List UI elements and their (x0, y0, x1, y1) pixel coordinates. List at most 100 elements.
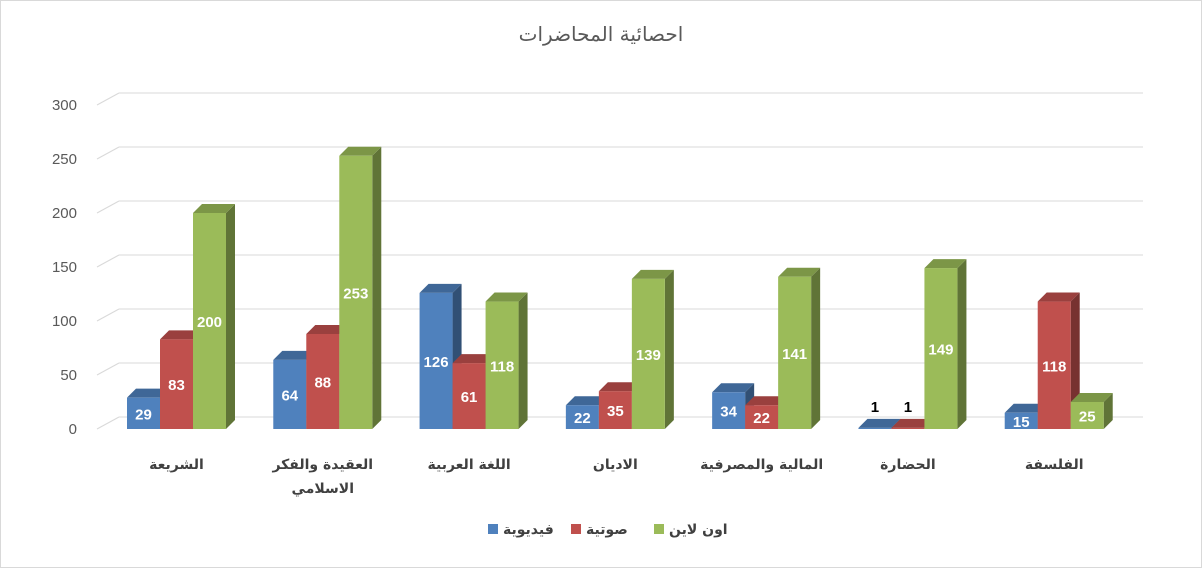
legend-item: فيديوية (488, 522, 554, 538)
data-label: 141 (782, 346, 807, 363)
data-label: 1 (904, 399, 912, 416)
data-label: 25 (1079, 409, 1096, 426)
data-label: 64 (281, 387, 298, 404)
bar-top (1004, 403, 1047, 413)
legend-label: صوتية (586, 522, 628, 538)
legend: فيديوية صوتية اون لاين (488, 522, 728, 538)
bar (193, 204, 235, 429)
gridline-diag (96, 92, 120, 106)
bar-top (339, 146, 382, 156)
bar-top (419, 283, 462, 293)
data-label: 139 (636, 347, 661, 364)
bar-top (924, 259, 967, 269)
bar-side (957, 259, 967, 429)
legend-label: فيديوية (503, 522, 554, 538)
bar-top (858, 418, 901, 428)
bar-top (565, 396, 608, 406)
bar-front (858, 427, 892, 429)
bar (924, 259, 967, 429)
category-label: الحضارة (880, 457, 936, 473)
bar-front (419, 292, 453, 429)
data-label: 88 (314, 374, 331, 391)
data-label: 149 (928, 342, 953, 359)
y-tick-label: 250 (52, 151, 77, 168)
data-label: 253 (343, 285, 368, 302)
bar-front (193, 213, 226, 429)
bar (339, 146, 382, 429)
bar-front (485, 301, 519, 429)
data-label: 35 (607, 403, 624, 420)
bar-front (745, 405, 779, 429)
bar-side (1070, 292, 1080, 429)
data-label: 22 (753, 410, 770, 427)
category-label: الفلسفة (1025, 457, 1084, 473)
bar-top (160, 330, 202, 340)
bar-top (273, 350, 316, 360)
bar-front (127, 397, 160, 429)
bar-side (1103, 393, 1113, 429)
bar-front (631, 278, 665, 429)
bar (485, 292, 528, 429)
bar (631, 269, 674, 429)
y-tick-label: 300 (52, 97, 77, 114)
bar-side (664, 269, 674, 429)
data-label: 15 (1013, 414, 1030, 431)
legend-swatch (488, 524, 498, 534)
data-label: 126 (424, 354, 449, 371)
gridline-diag (96, 146, 120, 160)
bar-top (452, 354, 495, 364)
bar-top (712, 383, 755, 393)
y-tick-label: 0 (69, 421, 77, 438)
category-label: الشريعة (149, 457, 204, 473)
bar-side (811, 267, 821, 429)
category-label: اللغة العربية (427, 457, 510, 473)
bar-front (452, 363, 486, 429)
bar-side (372, 146, 382, 429)
bar-top (485, 292, 528, 302)
data-label: 200 (197, 314, 222, 331)
bar-side (226, 204, 235, 429)
bar-front (891, 427, 925, 429)
category-label: الاديان (593, 457, 638, 473)
bar-top (745, 396, 788, 406)
bar-top (1070, 393, 1113, 402)
data-label: 29 (135, 406, 152, 423)
bar-front (306, 333, 340, 429)
data-label: 22 (574, 410, 591, 427)
y-tick-label: 150 (52, 259, 77, 276)
data-label: 1 (871, 399, 879, 416)
gridline-diag (96, 416, 120, 430)
bar-top (1037, 292, 1080, 302)
legend-item: صوتية (571, 522, 628, 538)
bar-front (924, 268, 958, 429)
bar-front (565, 405, 599, 429)
category-label: العقيدة والفكر الاسلامي (271, 457, 373, 497)
bar-top (778, 267, 821, 277)
legend-swatch (654, 524, 664, 534)
labels-layer: 0 50 100 150 200 250 300 29 83 200 الشريعة 64 88 253 ا… (52, 97, 1096, 497)
legend-label: اون لاين (669, 522, 728, 538)
category-label: المالية والمصرفية (700, 457, 823, 473)
data-label: 83 (168, 377, 185, 394)
bar-top (891, 418, 934, 428)
gridline-diag (96, 200, 120, 214)
bar-front (1037, 301, 1071, 429)
bar-top (306, 324, 349, 334)
bar-front (339, 155, 373, 429)
gridline-diag (96, 308, 120, 322)
bar-front (712, 392, 746, 429)
bar (1070, 393, 1113, 429)
bar-top (631, 269, 674, 279)
data-label: 118 (490, 358, 514, 375)
bar-side (518, 292, 528, 429)
bar-front (778, 276, 812, 429)
gridline-diag (96, 254, 120, 268)
y-tick-label: 50 (60, 367, 77, 384)
bar-top (127, 388, 169, 398)
legend-item: اون لاين (654, 522, 728, 538)
data-label: 34 (720, 404, 737, 421)
bar-front (160, 339, 193, 429)
bar-front (598, 391, 632, 429)
bars-layer (127, 146, 1113, 429)
